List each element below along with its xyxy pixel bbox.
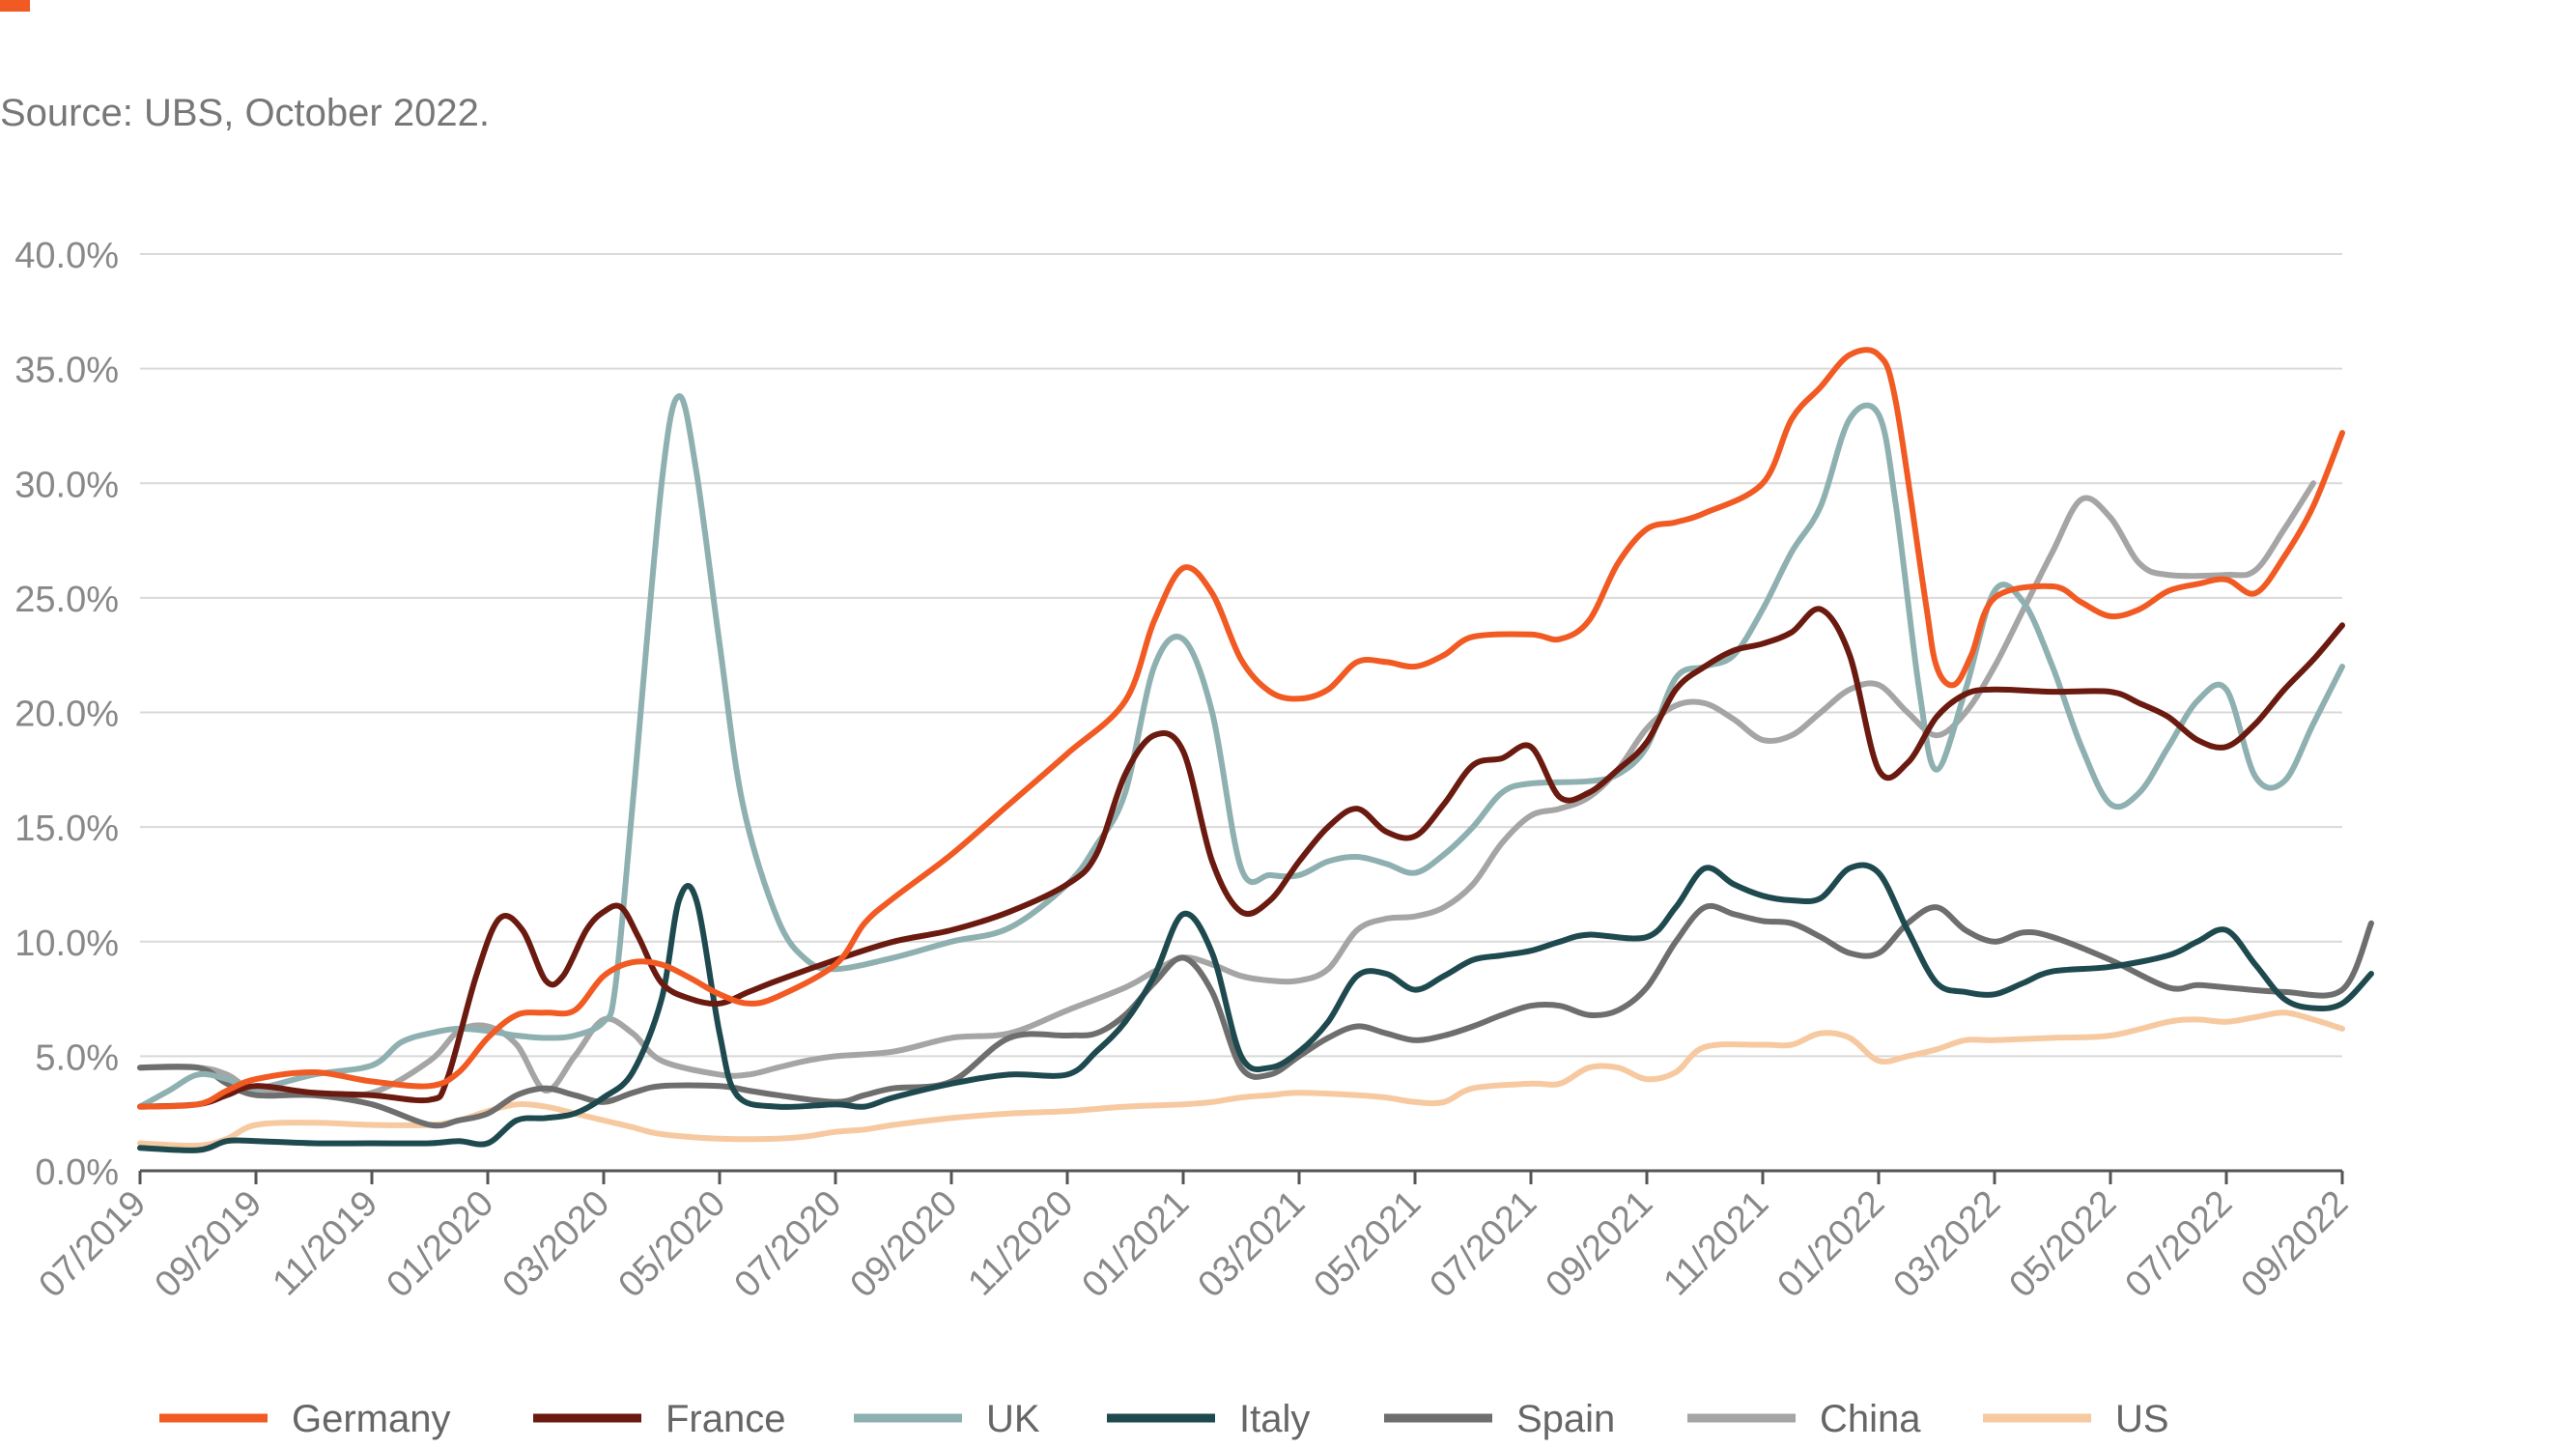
- series-line-spain: [137, 902, 2374, 1129]
- y-axis-tick-labels: 0.0% 5.0% 10.0% 15.0% 20.0% 25.0% 30.0% 35.0% 40…: [14, 236, 119, 1193]
- legend-label-uk: UK: [986, 1398, 1040, 1440]
- x-tick-label: 09/2021: [1539, 1183, 1661, 1306]
- y-tick-label: 0.0%: [35, 1152, 119, 1193]
- x-tick-label: 01/2020: [380, 1183, 502, 1306]
- x-tick-label: 03/2022: [1886, 1183, 2009, 1306]
- series-line-germany: [137, 347, 2345, 1110]
- x-tick-label: 11/2021: [1656, 1183, 1777, 1304]
- accent-bar: [0, 0, 30, 12]
- legend-label-france: France: [665, 1398, 786, 1440]
- x-tick-label: 07/2021: [1423, 1183, 1545, 1306]
- y-tick-label: 10.0%: [14, 923, 119, 964]
- y-tick-label: 25.0%: [14, 580, 119, 620]
- series-line-italy: [137, 862, 2374, 1153]
- x-tick-label: 01/2021: [1075, 1183, 1198, 1306]
- x-tick-label: 07/2022: [2118, 1183, 2241, 1306]
- x-tick-label: 07/2020: [727, 1183, 850, 1306]
- x-tick-label: 05/2020: [611, 1183, 734, 1306]
- x-tick-label: 01/2022: [1770, 1183, 1893, 1306]
- legend-label-germany: Germany: [292, 1398, 451, 1440]
- legend-label-spain: Spain: [1516, 1398, 1615, 1440]
- x-tick-label: 11/2020: [961, 1183, 1082, 1304]
- source-note: Source: UBS, October 2022.: [0, 92, 490, 134]
- series-line-us: [137, 1009, 2345, 1150]
- legend-label-us: US: [2115, 1398, 2169, 1440]
- series-lines: [137, 347, 2374, 1153]
- x-tick-label: 09/2019: [148, 1183, 270, 1306]
- y-tick-label: 35.0%: [14, 351, 119, 391]
- legend-label-china: China: [1820, 1398, 1921, 1440]
- x-tick-label: 09/2020: [843, 1183, 966, 1306]
- grid-lines: [140, 253, 2342, 1172]
- legend-label-italy: Italy: [1239, 1398, 1310, 1440]
- x-tick-label: 11/2019: [266, 1183, 386, 1304]
- x-axis: 07/201909/201911/201901/202003/202005/20…: [32, 1169, 2357, 1306]
- y-tick-label: 5.0%: [35, 1037, 119, 1078]
- y-tick-label: 15.0%: [14, 809, 119, 849]
- y-tick-label: 30.0%: [14, 465, 119, 505]
- y-tick-label: 40.0%: [14, 236, 119, 276]
- x-tick-label: 07/2019: [32, 1183, 155, 1306]
- series-line-france: [137, 606, 2345, 1110]
- x-tick-label: 03/2020: [495, 1183, 618, 1306]
- x-tick-label: 05/2021: [1307, 1183, 1430, 1306]
- y-tick-label: 20.0%: [14, 695, 119, 735]
- x-tick-label: 09/2022: [2234, 1183, 2357, 1306]
- x-tick-label: 05/2022: [2002, 1183, 2125, 1306]
- legend: Germany France UK Italy Spain China US: [159, 1398, 2169, 1440]
- x-tick-label: 03/2021: [1191, 1183, 1314, 1306]
